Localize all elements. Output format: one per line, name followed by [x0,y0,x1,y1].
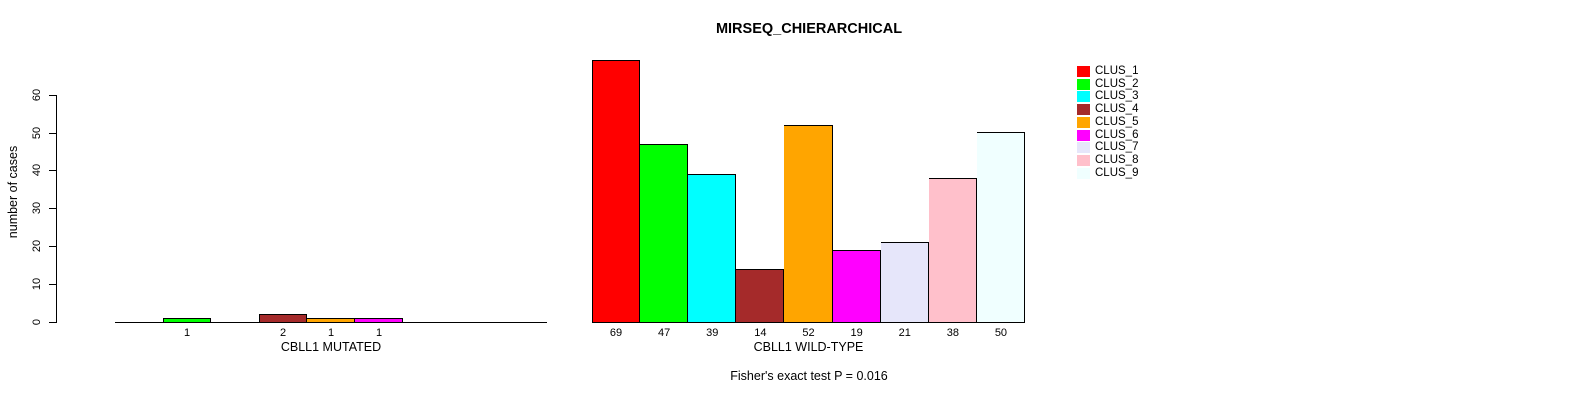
y-tick [49,94,56,96]
y-tick-label: 50 [31,126,43,139]
legend-label-clus_1: CLUS_1 [1095,65,1139,77]
y-tick-label: 40 [31,164,43,177]
bar-clus_2 [163,318,211,322]
legend-swatch-clus_1 [1077,66,1090,77]
bar-value-label: 19 [850,326,863,339]
bar-clus_6 [355,318,403,322]
bar-value-label: 47 [658,326,671,339]
y-tick [49,208,56,210]
legend-swatch-clus_4 [1077,104,1090,116]
bar-clus_5 [307,318,355,322]
bar-value-label: 1 [327,326,335,339]
legend-swatch-clus_9 [1077,167,1090,179]
bar-clus_3 [688,174,736,322]
legend-swatch-clus_8 [1077,154,1090,166]
legend-label-clus_6: CLUS_6 [1095,128,1139,141]
bar-value-label: 69 [609,326,623,339]
legend-swatch-clus_5 [1077,116,1090,128]
bar-clus_8 [929,178,977,322]
y-tick [49,132,56,134]
x-axis-line [115,322,547,323]
bar-clus_4 [259,314,307,322]
y-tick-label: 30 [31,202,43,215]
bar-value-label: 39 [706,326,719,339]
bar-value-label: 1 [375,326,383,339]
bar-value-label: 50 [994,326,1008,339]
legend-swatch-clus_7 [1077,142,1090,154]
legend-label-clus_8: CLUS_8 [1095,153,1139,166]
y-tick-label: 60 [31,88,43,101]
legend-label-clus_4: CLUS_4 [1095,103,1139,116]
y-axis-label: number of cases [6,145,20,239]
bar-value-label: 14 [754,326,767,339]
bar-clus_9 [977,132,1025,322]
legend-label-clus_2: CLUS_2 [1095,77,1139,90]
legend-label-clus_3: CLUS_3 [1095,90,1139,103]
bar-value-label: 2 [279,326,287,339]
bar-clus_4 [736,269,784,322]
bar-clus_1 [592,60,640,322]
bar-clus_7 [881,242,929,322]
y-axis-line [56,94,57,323]
bar-clus_5 [784,125,833,322]
bar-clus_2 [640,144,688,322]
x-axis-label: CBLL1 WILD-TYPE [753,340,864,354]
fisher-test-annotation: Fisher's exact test P = 0.016 [730,369,888,383]
bar-value-label: 52 [802,326,815,339]
legend-label-clus_5: CLUS_5 [1095,115,1139,128]
bar-clus_6 [833,250,881,322]
y-tick-label: 0 [31,318,43,326]
legend-label-clus_7: CLUS_7 [1095,141,1139,154]
bar-value-label: 38 [946,326,959,339]
x-axis-label: CBLL1 MUTATED [280,340,382,354]
legend-swatch-clus_6 [1077,129,1090,141]
legend-swatch-clus_2 [1077,78,1090,90]
y-tick-label: 10 [31,277,43,291]
x-axis-line [592,322,1025,323]
y-tick [49,246,56,248]
y-tick-label: 20 [31,240,43,253]
legend-swatch-clus_3 [1077,91,1090,103]
legend-label-clus_9: CLUS_9 [1095,166,1139,179]
y-tick [49,170,56,172]
y-tick [49,322,56,323]
bar-value-label: 1 [183,326,191,339]
chart-title: MIRSEQ_CHIERARCHICAL [715,21,903,37]
bar-value-label: 21 [898,326,911,339]
y-tick [49,284,56,286]
